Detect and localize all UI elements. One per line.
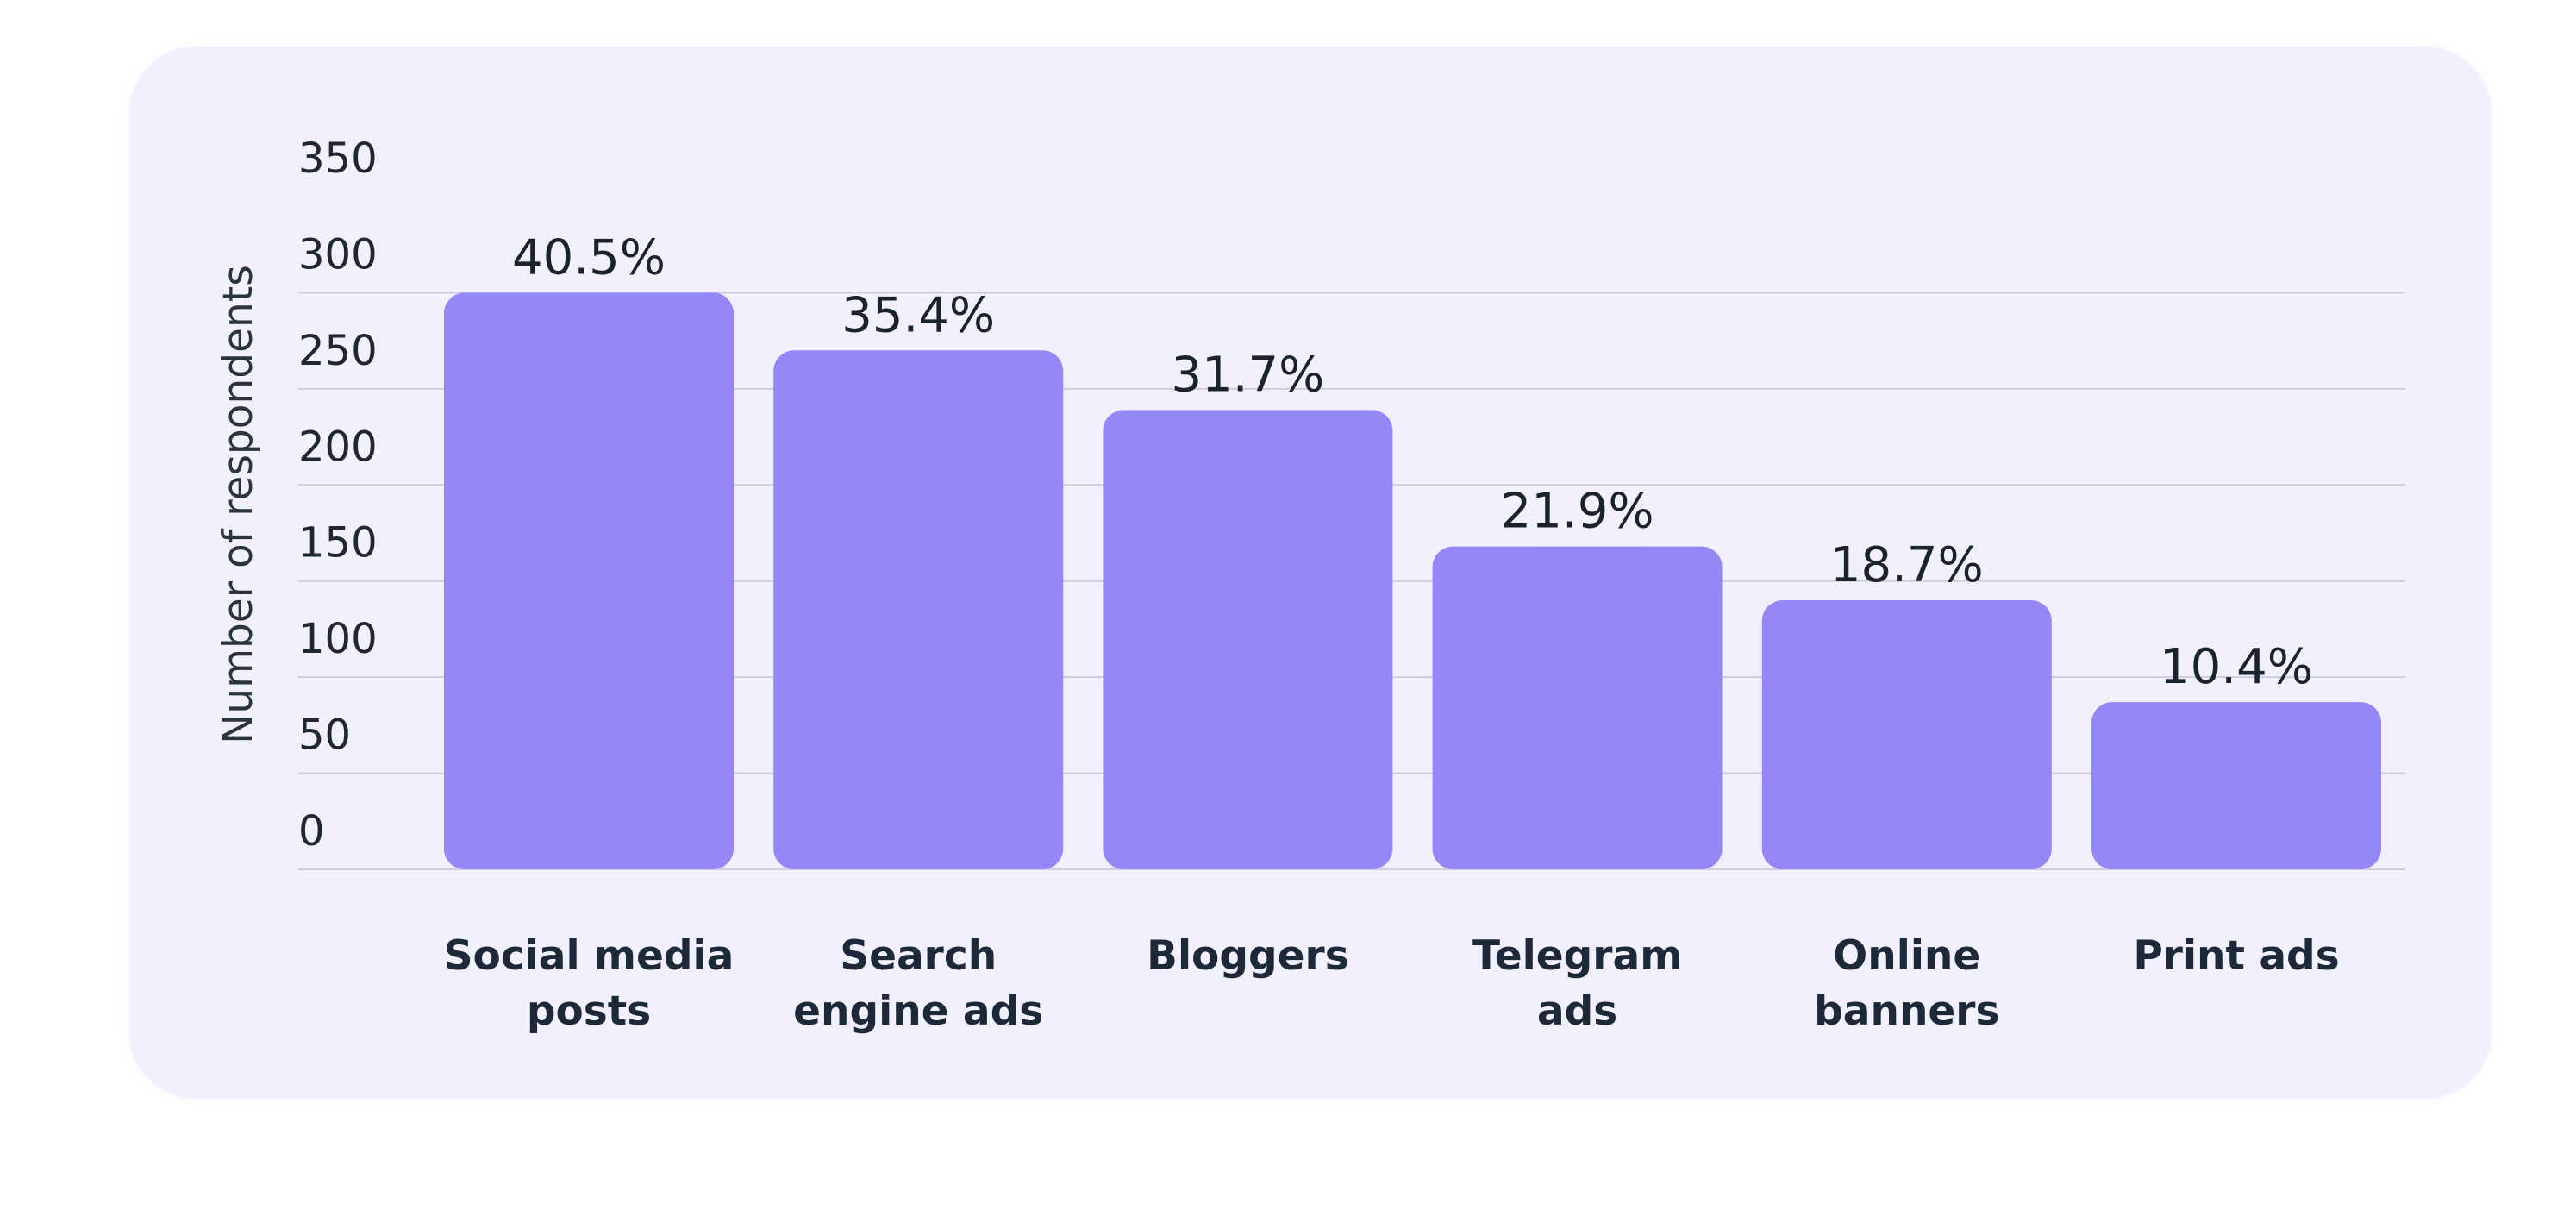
x-category-label: Telegram ads (1472, 932, 1682, 1035)
bar-value-label: 21.9% (1501, 484, 1654, 540)
bars (444, 292, 2381, 869)
y-tick-label: 100 (298, 615, 378, 663)
y-tick-label: 50 (298, 712, 351, 760)
x-category-label: Search engine ads (793, 932, 1043, 1035)
bar-value-label: 10.4% (2160, 639, 2313, 695)
data-labels: 40.5% 35.4% 31.7% 21.9% 18.7% 10.4% (512, 229, 2313, 695)
y-tick-label: 250 (298, 327, 378, 375)
y-tick-label: 150 (298, 519, 378, 567)
bar (1761, 600, 2052, 869)
x-category-label: Online banners (1814, 932, 1999, 1035)
x-axis-categories: Social media posts Search engine ads Blogger… (444, 932, 2340, 1035)
bar (1103, 410, 1393, 869)
bar-value-label: 40.5% (512, 229, 666, 285)
bar (1432, 546, 1723, 869)
bar-value-label: 18.7% (1830, 537, 1984, 593)
bar-value-label: 35.4% (841, 287, 995, 343)
x-category-label: Bloggers (1147, 932, 1349, 980)
bar (2091, 702, 2381, 869)
y-tick-label: 350 (298, 135, 378, 183)
bar-value-label: 31.7% (1171, 347, 1324, 403)
x-category-label: Social media posts (444, 932, 735, 1035)
y-tick-label: 300 (298, 230, 378, 279)
y-axis-ticks: 0 50 100 150 200 250 300 350 (298, 135, 378, 856)
x-category-label: Print ads (2133, 932, 2339, 980)
y-tick-label: 0 (298, 807, 325, 856)
bar (773, 350, 1064, 869)
y-axis-title: Number of respondents (215, 265, 262, 744)
y-tick-label: 200 (298, 423, 378, 471)
bar (444, 292, 734, 869)
